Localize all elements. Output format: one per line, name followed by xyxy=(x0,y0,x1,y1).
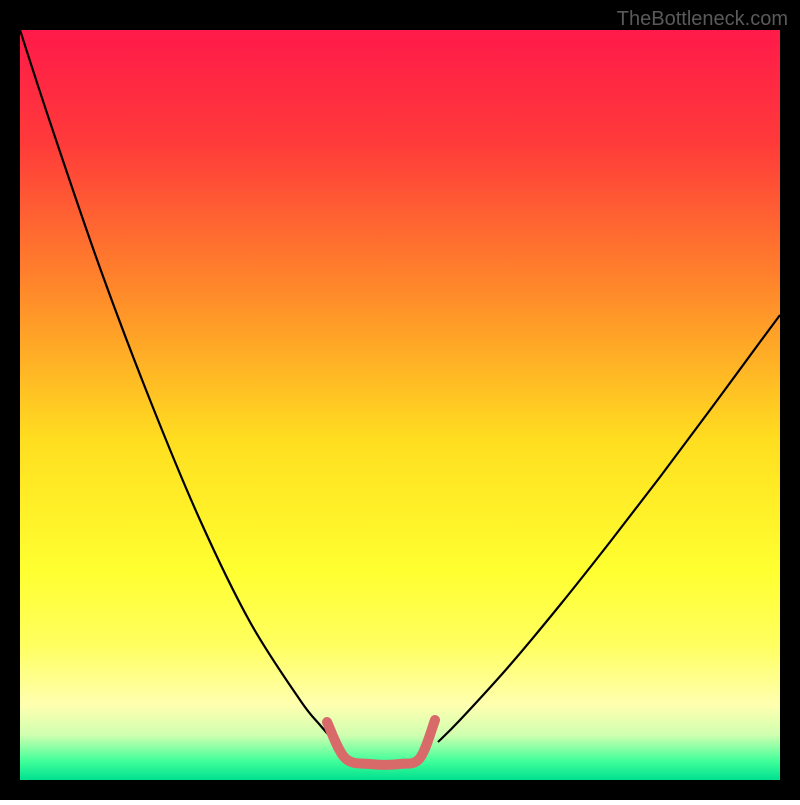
chart-svg xyxy=(0,0,800,800)
border-left xyxy=(0,0,20,800)
border-right xyxy=(780,0,800,800)
border-bottom xyxy=(0,780,800,800)
border-top xyxy=(0,0,800,30)
plot-background xyxy=(20,30,780,780)
bottleneck-chart: TheBottleneck.com xyxy=(0,0,800,800)
